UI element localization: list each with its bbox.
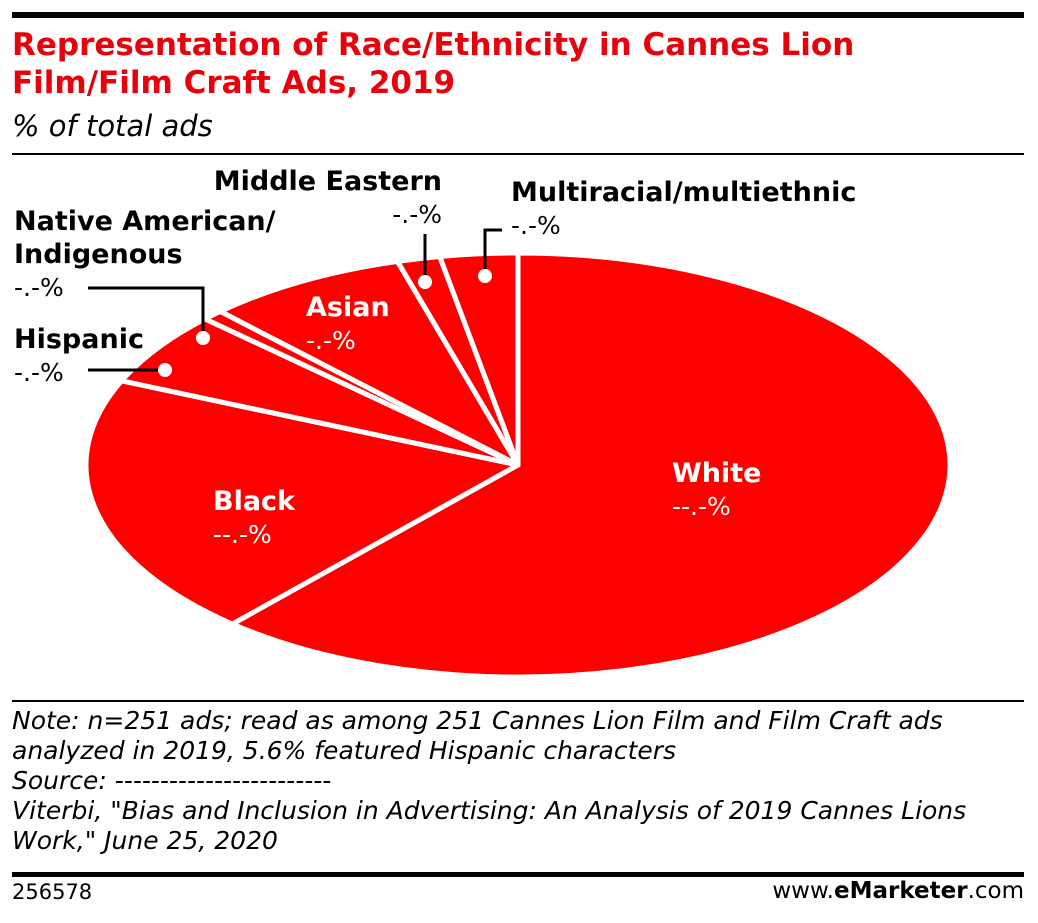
slice-multiracial-multiethnic — [437, 250, 521, 468]
slice-white — [229, 250, 953, 680]
leader-lines — [88, 228, 502, 377]
notes-divider — [12, 700, 1024, 702]
label-name-black: Black — [213, 486, 296, 517]
pie-slices — [83, 250, 953, 680]
label-name-middle-eastern: Middle Eastern — [214, 166, 442, 197]
chart-title: Representation of Race/Ethnicity in Cann… — [12, 27, 855, 101]
footer-rule — [12, 872, 1024, 877]
label-name-white: White — [672, 458, 761, 489]
leader-dot-hispanic — [158, 363, 172, 377]
slice-black — [83, 378, 521, 627]
label-value-multiracial-multiethnic: -.-% — [511, 211, 561, 240]
note-line-2: analyzed in 2019, 5.6% featured Hispanic… — [12, 736, 677, 765]
leader-multiracial-multiethnic — [483, 228, 502, 276]
label-name-native-american-indigenous: Native American/Indigenous — [14, 206, 276, 270]
leader-native-american-indigenous — [88, 286, 205, 338]
label-name-asian: Asian — [306, 292, 390, 323]
leader-dot-middle-eastern — [418, 275, 432, 289]
note-source-label: Source: ------------------------ — [12, 766, 332, 795]
label-name-hispanic: Hispanic — [14, 324, 144, 355]
label-value-hispanic: -.-% — [14, 358, 64, 387]
pie-labels: White --.-% Black --.-% Hispanic -.-% Native A… — [14, 166, 856, 549]
label-value-native-american-indigenous: -.-% — [14, 273, 64, 302]
leader-dot-multiracial-multiethnic — [478, 269, 492, 283]
brand-prefix: www. — [772, 878, 834, 904]
top-rule — [12, 12, 1024, 18]
chart-subtitle: % of total ads — [12, 109, 213, 143]
notes: Note: n=251 ads; read as among 251 Canne… — [12, 706, 1027, 856]
brand-name: eMarketer — [833, 878, 968, 904]
brand-link[interactable]: www.eMarketer.com — [772, 878, 1024, 904]
note-line-1: Note: n=251 ads; read as among 251 Canne… — [12, 706, 943, 735]
brand-suffix: .com — [967, 878, 1024, 904]
title-divider — [12, 153, 1024, 155]
pie-chart: White --.-% Black --.-% Hispanic -.-% Native A… — [14, 166, 953, 680]
slice-asian — [217, 258, 521, 468]
label-value-asian: -.-% — [306, 326, 356, 355]
note-source-2: Work," June 25, 2020 — [12, 826, 278, 855]
chart-id: 256578 — [12, 880, 93, 904]
label-name-multiracial-multiethnic: Multiracial/multiethnic — [511, 177, 856, 208]
note-source-1: Viterbi, "Bias and Inclusion in Advertis… — [12, 796, 967, 825]
label-value-white: --.-% — [672, 492, 731, 521]
leader-dot-native-american-indigenous — [196, 331, 210, 345]
label-value-middle-eastern: -.-% — [392, 200, 442, 229]
label-value-black: --.-% — [213, 520, 272, 549]
